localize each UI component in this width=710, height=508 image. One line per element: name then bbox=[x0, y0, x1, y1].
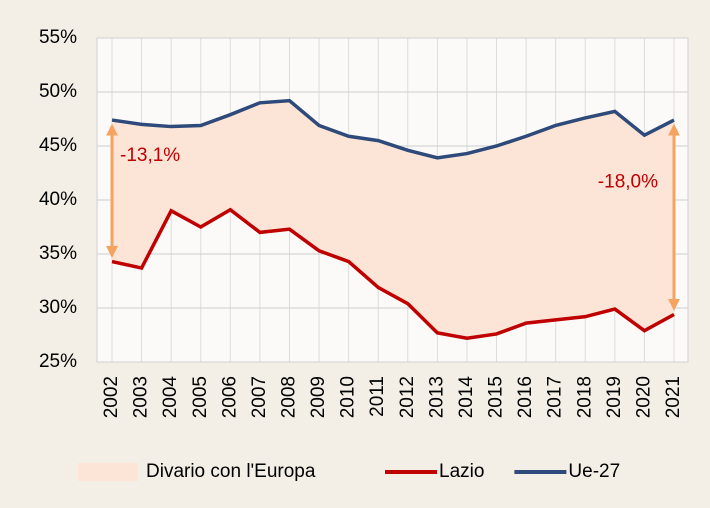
series-line bbox=[111, 207, 675, 341]
x-tick-label: 2013 bbox=[426, 376, 447, 418]
series-line bbox=[111, 98, 675, 160]
annotation: -13,1% bbox=[120, 145, 180, 166]
x-tick-label: 2020 bbox=[633, 376, 654, 418]
x-tick-label: 2002 bbox=[101, 376, 122, 418]
y-tick-label: 35% bbox=[39, 243, 77, 264]
legend-label: Lazio bbox=[439, 461, 484, 482]
x-tick-label: 2019 bbox=[604, 376, 625, 418]
x-tick-label: 2021 bbox=[663, 376, 684, 418]
x-tick-label: 2011 bbox=[367, 376, 388, 417]
x-tick-label: 2003 bbox=[131, 376, 152, 418]
y-tick-label: 55% bbox=[39, 27, 77, 48]
x-tick-label: 2005 bbox=[190, 376, 211, 418]
y-tick-label: 45% bbox=[39, 135, 77, 156]
x-tick-label: 2010 bbox=[338, 376, 359, 418]
y-tick-label: 40% bbox=[39, 189, 77, 210]
x-tick-label: 2006 bbox=[219, 376, 240, 418]
x-tick-label: 2009 bbox=[308, 376, 329, 418]
gap-band bbox=[112, 100, 674, 339]
legend-swatch bbox=[78, 463, 138, 481]
x-tick-label: 2007 bbox=[249, 376, 270, 418]
y-tick-label: 30% bbox=[39, 297, 77, 318]
x-tick-label: 2017 bbox=[545, 376, 566, 418]
x-tick-label: 2016 bbox=[515, 376, 536, 418]
y-tick-label: 50% bbox=[39, 81, 77, 102]
x-tick-label: 2008 bbox=[278, 376, 299, 418]
legend-label: Divario con l'Europa bbox=[146, 461, 316, 482]
plot-border bbox=[96, 37, 689, 363]
y-tick-label: 25% bbox=[39, 351, 77, 372]
legend-label: Ue-27 bbox=[568, 461, 620, 482]
x-tick-label: 2018 bbox=[574, 376, 595, 418]
x-tick-label: 2014 bbox=[456, 376, 477, 419]
x-tick-label: 2004 bbox=[160, 376, 181, 419]
annotation: -18,0% bbox=[598, 171, 658, 192]
x-tick-label: 2015 bbox=[486, 376, 507, 418]
x-tick-label: 2012 bbox=[397, 376, 418, 418]
